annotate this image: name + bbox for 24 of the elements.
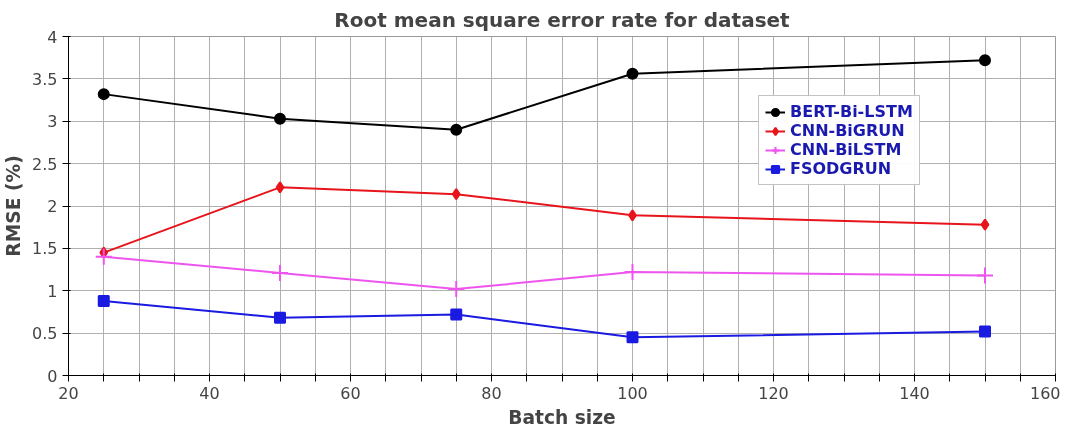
y-tick-label: 1.5 — [32, 239, 58, 259]
y-tick-label: 3.5 — [32, 69, 58, 89]
x-tick-label: 140 — [899, 383, 930, 403]
legend-label: CNN-BiGRUN — [790, 121, 905, 140]
x-tick-label: 60 — [340, 383, 361, 403]
legend-label: FSODGRUN — [790, 159, 892, 178]
x-axis-title: Batch size — [508, 406, 616, 428]
y-tick-label: 4 — [47, 27, 58, 47]
y-tick-label: 1 — [47, 281, 58, 301]
y-tick-label: 0 — [47, 366, 58, 386]
x-tick-label: 100 — [617, 383, 648, 403]
y-tick-label: 2 — [47, 197, 58, 216]
y-tick-label: 3 — [47, 112, 58, 132]
x-tick-label: 20 — [58, 383, 79, 403]
legend-label: CNN-BiLSTM — [790, 140, 902, 159]
legend-label: BERT-Bi-LSTM — [790, 102, 913, 121]
x-tick-label: 40 — [199, 383, 220, 403]
x-tick-label: 160 — [1029, 383, 1061, 403]
x-tick-label: 120 — [758, 383, 789, 403]
y-tick-label: 2.5 — [32, 154, 58, 174]
x-tick-label: 80 — [481, 383, 502, 403]
y-tick-label: 0.5 — [32, 324, 58, 344]
chart-title: Root mean square error rate for dataset — [334, 7, 791, 32]
y-axis-title: RMSE (%) — [3, 155, 25, 257]
